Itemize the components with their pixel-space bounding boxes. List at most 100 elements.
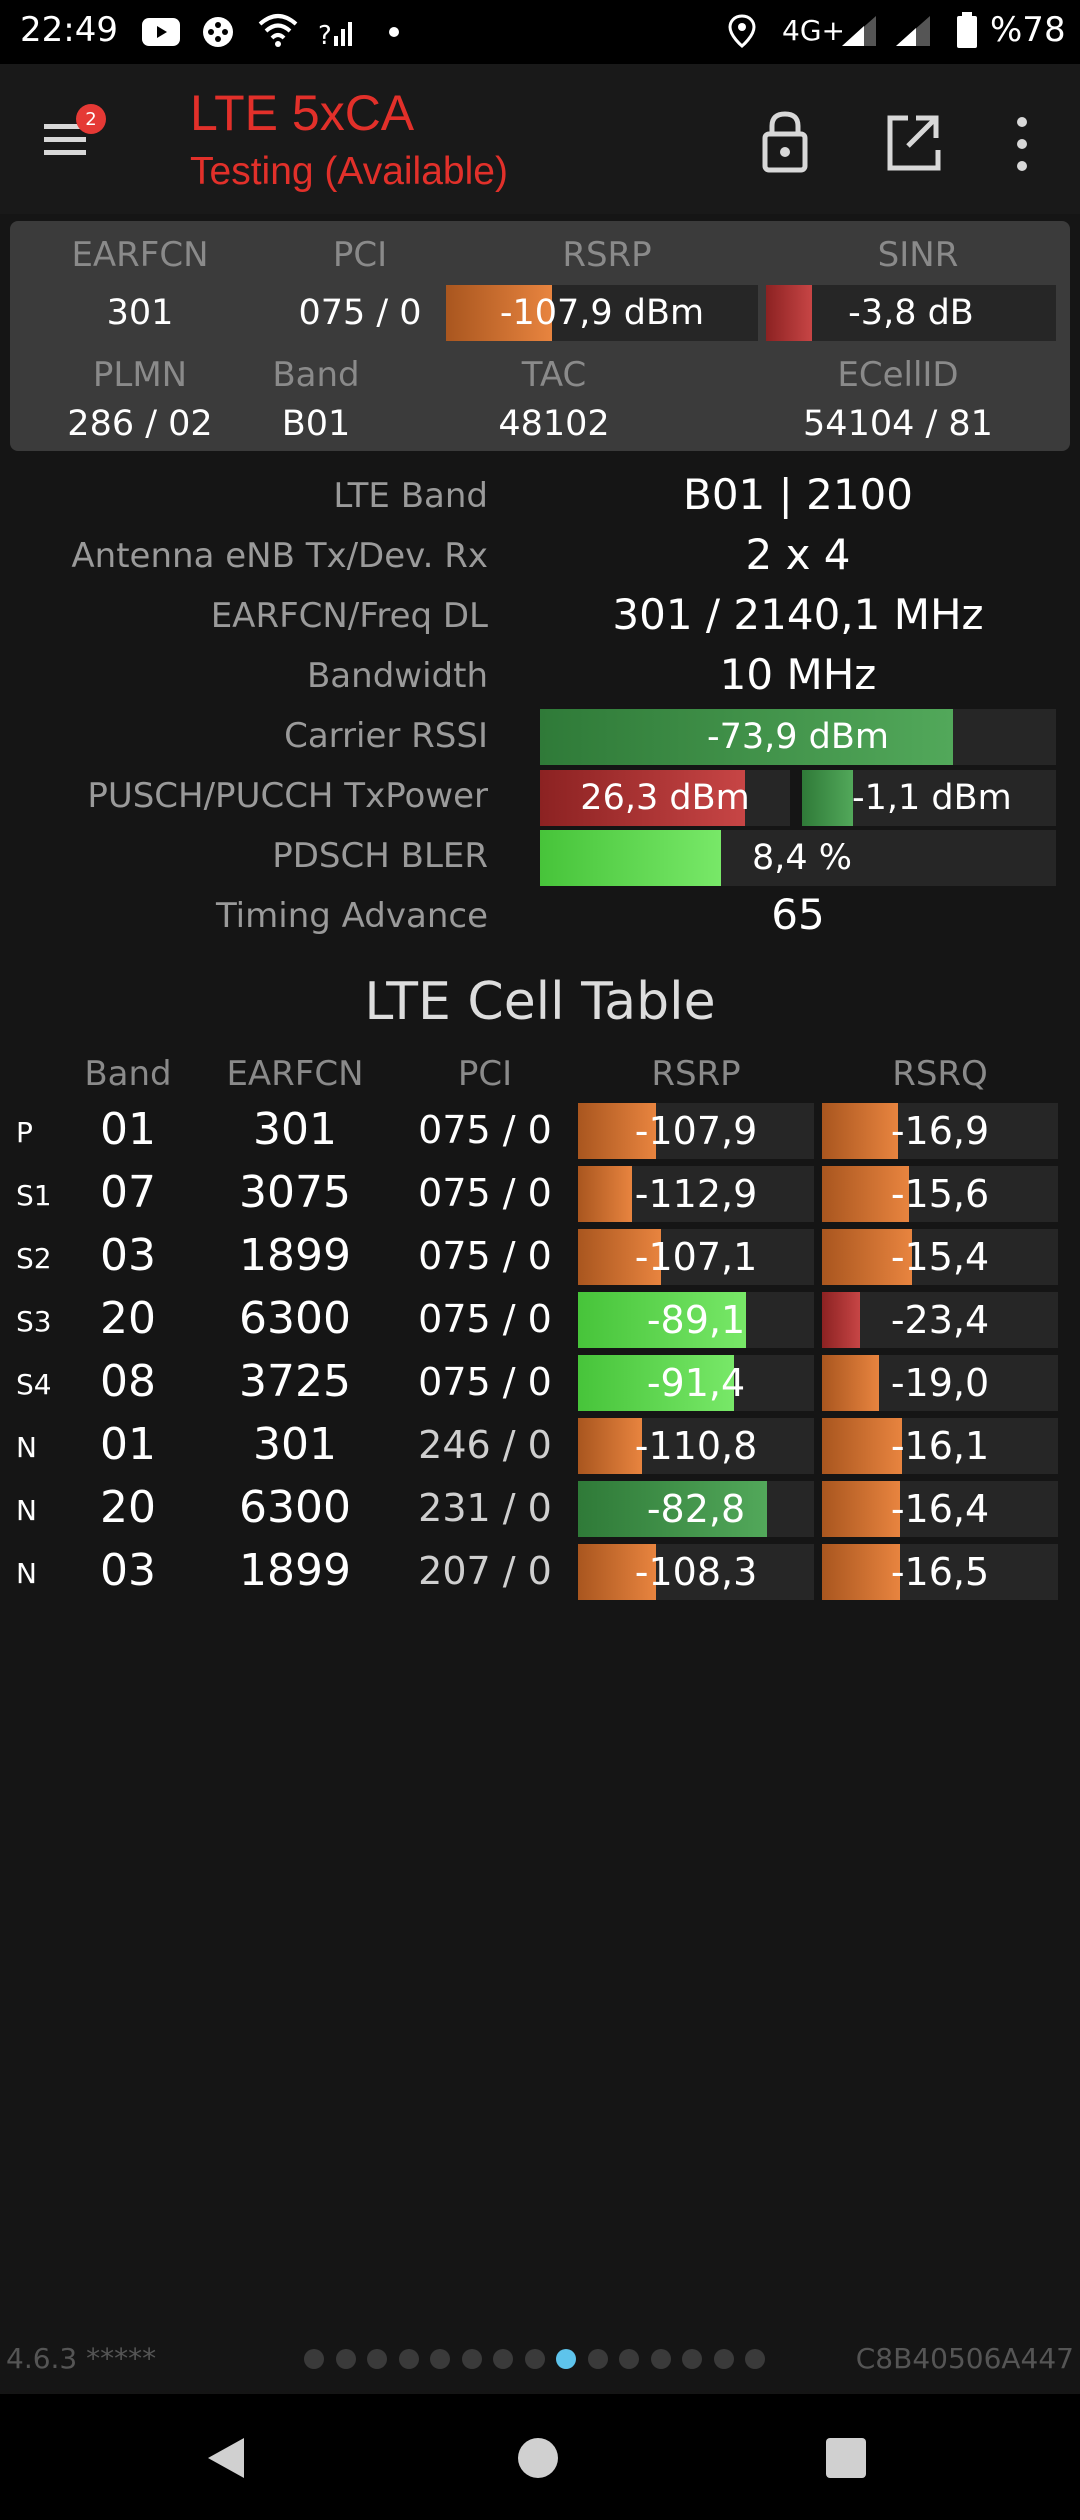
page-dot[interactable] <box>524 2349 545 2369</box>
cell-type: P <box>16 1116 33 1149</box>
status-bar: 22:49 ? 4G+ %78 <box>0 0 1080 64</box>
page-dot[interactable] <box>430 2349 450 2369</box>
cell-type: N <box>16 1557 37 1590</box>
cell-rsrp-value: -108,3 <box>634 1550 758 1594</box>
earfcn-freq-label: EARFCN/Freq DL <box>210 596 488 636</box>
cell-type: S1 <box>16 1179 52 1212</box>
band-label: Band <box>272 355 360 395</box>
tac-label: TAC <box>521 355 587 395</box>
page-dot[interactable] <box>367 2349 387 2369</box>
cell-rsrp-bar: -107,9 <box>578 1103 814 1159</box>
recents-icon <box>826 2438 866 2478</box>
cell-earfcn: 6300 <box>239 1482 351 1533</box>
cell-earfcn: 6300 <box>239 1293 351 1344</box>
network-type: 4G+ <box>782 14 845 47</box>
cell-earfcn: 3725 <box>239 1356 351 1407</box>
wifi-icon <box>258 14 298 47</box>
cell-rsrp-bar-fill <box>578 1355 734 1411</box>
page-dot[interactable] <box>682 2349 702 2369</box>
menu-icon <box>44 124 86 155</box>
cell-rsrp-bar-fill <box>578 1103 656 1159</box>
page-dot-active[interactable] <box>556 2349 576 2369</box>
navigation-bar <box>0 2394 1080 2520</box>
cell-rsrp-value: -110,8 <box>634 1424 758 1468</box>
lock-button[interactable] <box>750 104 820 180</box>
notification-badge: 2 <box>76 104 106 134</box>
sinr-bar: -3,8 dB <box>766 285 1056 341</box>
signal-icon <box>896 16 930 46</box>
rsrp-label: RSRP <box>562 235 652 275</box>
sinr-value: -3,8 dB <box>848 293 974 333</box>
cell-rsrq-value: -15,6 <box>890 1172 990 1216</box>
serving-cell-summary: EARFCN PCI RSRP SINR 301 075 / 0 -107,9 … <box>10 221 1070 451</box>
page-dot[interactable] <box>587 2349 608 2369</box>
cell-rsrq-bar-fill <box>822 1292 860 1348</box>
pusch-bar: 26,3 dBm <box>540 770 790 826</box>
cell-table-title: LTE Cell Table <box>364 972 716 1032</box>
rssi-label: Carrier RSSI <box>284 716 488 756</box>
app-title: LTE 5xCA <box>190 85 415 141</box>
cell-band: 01 <box>100 1419 156 1470</box>
cell-rsrq-bar: -16,5 <box>822 1544 1058 1600</box>
cell-rsrq-bar: -16,4 <box>822 1481 1058 1537</box>
cell-rsrp-bar-fill <box>578 1166 633 1222</box>
page-dot[interactable] <box>745 2349 765 2369</box>
cell-rsrq-bar-fill <box>822 1355 879 1411</box>
cell-earfcn: 3075 <box>239 1167 351 1218</box>
cell-rsrq-bar-fill <box>822 1229 912 1285</box>
recents-button[interactable] <box>806 2418 886 2498</box>
page-dot[interactable] <box>398 2349 419 2369</box>
page-dot[interactable] <box>335 2349 356 2369</box>
sinr-bar-fill <box>766 285 813 341</box>
cell-rsrq-bar-fill <box>822 1481 900 1537</box>
cell-pci: 075 / 0 <box>418 1234 552 1278</box>
page-dot[interactable] <box>304 2349 324 2369</box>
cell-rsrp-bar: -112,9 <box>578 1166 814 1222</box>
home-button[interactable] <box>498 2418 578 2498</box>
page-dot[interactable] <box>650 2349 671 2369</box>
bandwidth-label: Bandwidth <box>306 656 488 696</box>
page-dot[interactable] <box>461 2349 482 2369</box>
plmn-value: 286 / 02 <box>67 404 213 444</box>
cell-rsrp-bar: -107,1 <box>578 1229 814 1285</box>
app-subtitle: Testing (Available) <box>190 150 508 193</box>
page-dot[interactable] <box>713 2349 734 2369</box>
cell-rsrp-value: -91,4 <box>646 1361 746 1405</box>
bler-label: PDSCH BLER <box>272 836 488 876</box>
cell-band: 20 <box>100 1482 156 1533</box>
lte-band-label: LTE Band <box>333 476 488 516</box>
rssi-value: -73,9 dBm <box>706 717 889 757</box>
cell-pci: 075 / 0 <box>418 1108 552 1152</box>
cell-rsrq-bar: -23,4 <box>822 1292 1058 1348</box>
rsrp-value: -107,9 dBm <box>499 293 705 333</box>
open-external-button[interactable] <box>878 104 948 180</box>
cell-rsrp-value: -107,1 <box>634 1235 758 1279</box>
cell-rsrq-bar: -19,0 <box>822 1355 1058 1411</box>
bandwidth-value: 10 MHz <box>719 650 877 699</box>
antenna-value: 2 x 4 <box>745 530 851 579</box>
cell-rsrp-bar: -108,3 <box>578 1544 814 1600</box>
cell-pci: 075 / 0 <box>418 1171 552 1215</box>
cell-rsrq-bar-fill <box>822 1418 903 1474</box>
menu-button[interactable]: 2 <box>30 104 106 174</box>
more-options-button[interactable] <box>1000 108 1044 180</box>
cell-rsrq-bar: -16,1 <box>822 1418 1058 1474</box>
tac-value: 48102 <box>498 404 610 444</box>
pucch-bar-fill <box>802 770 853 826</box>
page-dot[interactable] <box>493 2349 513 2369</box>
cell-rsrp-value: -112,9 <box>634 1172 758 1216</box>
open-external-icon <box>887 115 941 171</box>
cell-rsrq-value: -16,9 <box>890 1109 990 1153</box>
txpower-label: PUSCH/PUCCH TxPower <box>87 776 488 816</box>
cell-rsrp-bar-fill <box>578 1544 656 1600</box>
timing-advance-value: 65 <box>771 890 825 939</box>
cell-type: S3 <box>16 1305 52 1338</box>
sinr-label: SINR <box>877 235 959 275</box>
page-dot[interactable] <box>619 2349 639 2369</box>
cell-rsrq-bar-fill <box>822 1544 900 1600</box>
cell-pci: 075 / 0 <box>418 1360 552 1404</box>
back-button[interactable] <box>186 2418 266 2498</box>
rssi-bar-fill <box>540 709 953 765</box>
cell-type: S4 <box>16 1368 52 1401</box>
cell-rsrp-bar-fill <box>578 1481 767 1537</box>
